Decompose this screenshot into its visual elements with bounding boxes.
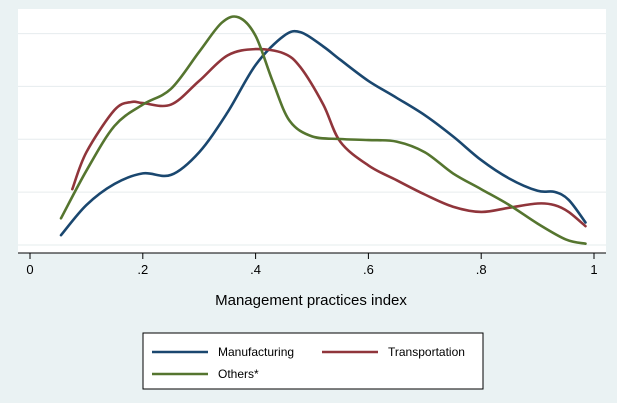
x-tick-label: .8 bbox=[476, 262, 487, 277]
legend-label: Transportation bbox=[388, 345, 465, 359]
series-lines bbox=[59, 15, 587, 245]
x-tick-label: .6 bbox=[363, 262, 374, 277]
series-line-others bbox=[59, 15, 587, 245]
gridlines bbox=[18, 33, 606, 246]
legend: Manufacturing Transportation Others* bbox=[142, 332, 484, 390]
series-line-manufacturing bbox=[59, 29, 587, 237]
series-line-transportation bbox=[71, 47, 587, 228]
x-tick-label: .2 bbox=[137, 262, 148, 277]
x-tick-label: 0 bbox=[26, 262, 33, 277]
legend-items: Manufacturing Transportation Others* bbox=[152, 345, 465, 381]
plot-region-background bbox=[18, 9, 606, 253]
x-tick-label: .4 bbox=[250, 262, 261, 277]
x-ticks: 0 .2 .4 .6 .8 1 bbox=[26, 253, 598, 277]
x-tick-label: 1 bbox=[590, 262, 597, 277]
legend-box bbox=[142, 332, 484, 390]
legend-label: Others* bbox=[218, 367, 259, 381]
legend-label: Manufacturing bbox=[218, 345, 294, 359]
x-axis-title: Management practices index bbox=[215, 292, 407, 309]
